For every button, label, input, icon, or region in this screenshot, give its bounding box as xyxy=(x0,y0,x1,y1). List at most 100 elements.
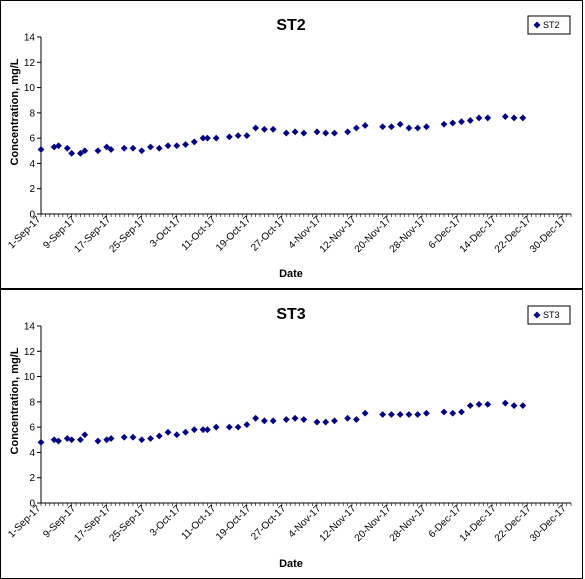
data-point xyxy=(414,124,422,132)
data-point xyxy=(300,416,308,423)
x-tick-label: 12-Nov-17 xyxy=(318,503,359,544)
data-point xyxy=(269,125,277,133)
x-tick-label: 22-Dec-17 xyxy=(493,503,534,544)
legend-box xyxy=(527,15,571,35)
x-tick-label: 22-Dec-17 xyxy=(493,214,534,255)
data-point xyxy=(107,435,115,442)
data-point xyxy=(352,416,360,423)
x-tick-label: 19-Oct-17 xyxy=(214,503,254,543)
data-point xyxy=(260,417,268,425)
legend-marker-icon xyxy=(533,21,541,29)
data-point xyxy=(352,124,360,132)
data-point xyxy=(449,119,457,127)
data-point xyxy=(379,411,387,418)
data-point xyxy=(331,129,338,137)
y-tick-label: 6 xyxy=(29,134,35,145)
y-axis-title: Concentration, mg/L xyxy=(9,58,21,165)
data-point xyxy=(212,423,220,431)
data-point xyxy=(129,433,137,441)
data-point xyxy=(243,421,251,429)
data-point xyxy=(322,418,330,426)
data-point xyxy=(77,436,84,444)
legend: ST3 xyxy=(527,305,571,325)
data-point xyxy=(234,423,242,431)
x-tick-label: 11-Oct-17 xyxy=(180,214,219,253)
x-tick-label: 28-Nov-17 xyxy=(388,503,429,544)
y-tick-label: 14 xyxy=(24,33,36,44)
data-point xyxy=(147,435,154,442)
x-tick-label: 14-Dec-17 xyxy=(458,214,499,255)
x-axis-title: Date xyxy=(279,268,303,280)
data-point xyxy=(388,411,395,418)
data-point xyxy=(440,120,448,128)
data-point xyxy=(68,436,76,444)
data-point xyxy=(331,417,338,425)
data-point xyxy=(458,118,465,126)
data-point xyxy=(225,423,233,431)
y-tick-label: 8 xyxy=(29,397,35,408)
x-tick-label: 1-Sep-17 xyxy=(6,214,43,251)
data-point xyxy=(379,123,387,131)
data-point xyxy=(466,402,474,410)
data-point xyxy=(282,416,290,423)
data-point xyxy=(204,426,211,434)
data-point xyxy=(212,134,220,142)
y-tick-label: 12 xyxy=(24,347,36,358)
x-tick-label: 17-Sep-17 xyxy=(72,503,113,544)
x-tick-label: 25-Sep-17 xyxy=(107,503,148,544)
x-tick-label: 19-Oct-17 xyxy=(214,214,254,254)
data-point xyxy=(164,142,172,150)
data-point xyxy=(440,408,448,416)
data-point xyxy=(291,414,299,422)
data-point xyxy=(94,147,102,155)
x-tick-label: 30-Dec-17 xyxy=(528,503,569,544)
x-tick-label: 11-Oct-17 xyxy=(180,503,219,542)
data-point xyxy=(199,134,207,142)
data-point xyxy=(501,113,509,121)
y-tick-label: 6 xyxy=(29,423,35,434)
x-tick-label: 17-Sep-17 xyxy=(72,214,113,255)
y-tick-label: 2 xyxy=(29,473,35,484)
data-point xyxy=(484,114,492,122)
data-point xyxy=(414,411,422,418)
chart-title: ST2 xyxy=(276,17,305,34)
y-tick-label: 10 xyxy=(24,83,36,94)
data-point xyxy=(313,128,321,136)
x-tick-label: 12-Nov-17 xyxy=(318,214,359,255)
data-point xyxy=(519,402,527,410)
data-point xyxy=(243,132,251,140)
data-point xyxy=(68,149,76,157)
data-point xyxy=(147,143,154,151)
data-point xyxy=(204,134,211,142)
chart-st2: ST2 ST2 024681012141-Sep-179-Sep-1717-Se… xyxy=(6,15,572,280)
data-point xyxy=(63,144,71,152)
y-tick-label: 12 xyxy=(24,58,36,69)
data-point xyxy=(475,400,483,408)
data-point xyxy=(466,117,474,124)
data-point xyxy=(37,438,45,446)
y-tick-label: 14 xyxy=(24,322,36,333)
data-point xyxy=(81,147,89,155)
data-point xyxy=(155,432,163,440)
data-point xyxy=(313,418,321,426)
data-point xyxy=(405,124,413,132)
y-tick-label: 10 xyxy=(24,372,36,383)
data-point xyxy=(120,433,128,441)
data-point xyxy=(388,123,395,131)
legend: ST2 xyxy=(527,15,571,35)
data-point xyxy=(475,114,483,122)
y-tick-label: 0 xyxy=(29,499,35,510)
data-point xyxy=(182,428,189,436)
data-point xyxy=(173,142,181,150)
data-point xyxy=(396,411,404,418)
data-point xyxy=(252,124,260,132)
x-axis-title: Date xyxy=(279,558,303,570)
x-tick-label: 20-Nov-17 xyxy=(353,503,394,544)
data-point xyxy=(199,426,207,434)
legend-label: ST3 xyxy=(543,310,560,320)
x-tick-label: 28-Nov-17 xyxy=(388,214,429,255)
chart-title: ST3 xyxy=(276,306,305,323)
chart-panel-st2: ST2 ST2 0 2 4 6 8 10 12 14 1-Sep-17 9-Sep-17 17-Se… xyxy=(0,0,583,289)
data-point xyxy=(190,138,198,146)
legend-label: ST2 xyxy=(543,20,560,30)
